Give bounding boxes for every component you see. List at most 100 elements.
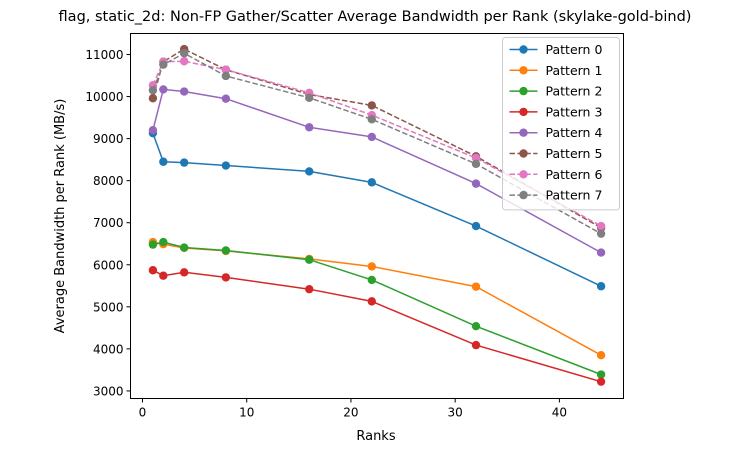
data-point	[596, 350, 606, 360]
data-point	[221, 71, 231, 81]
y-tick-label: 5000	[93, 300, 124, 314]
data-point	[367, 275, 376, 285]
y-tick-label: 8000	[93, 174, 124, 188]
x-tick-label: 30	[448, 406, 463, 420]
legend-item: Pattern 2	[509, 84, 603, 99]
x-tick-label: 40	[552, 406, 567, 420]
legend-item: Pattern 7	[509, 188, 603, 203]
data-point	[596, 282, 606, 291]
legend-swatch-marker	[519, 66, 528, 75]
data-point	[367, 297, 376, 306]
legend-swatch-marker	[519, 45, 528, 54]
data-point	[179, 268, 189, 277]
legend-label: Pattern 0	[546, 42, 603, 57]
data-point	[179, 49, 189, 58]
series-0	[148, 128, 606, 291]
data-point	[221, 94, 231, 103]
data-point	[367, 178, 376, 187]
legend-label: Pattern 7	[546, 188, 603, 203]
legend-item: Pattern 4	[509, 125, 603, 140]
legend-box	[502, 37, 620, 211]
data-point	[305, 123, 314, 132]
legend-label: Pattern 3	[546, 104, 603, 119]
chart-title: flag, static_2d: Non-FP Gather/Scatter A…	[59, 9, 692, 25]
data-point	[596, 370, 606, 379]
data-point	[159, 85, 168, 94]
data-point	[596, 377, 606, 386]
data-point	[159, 60, 168, 69]
data-point	[471, 340, 481, 350]
legend-label: Pattern 2	[546, 84, 603, 99]
y-axis-label: Average Bandwidth per Rank (MB/s)	[53, 99, 68, 334]
legend-label: Pattern 5	[546, 146, 603, 161]
data-point	[159, 237, 168, 247]
legend-swatch-marker	[519, 170, 528, 179]
data-point	[148, 266, 158, 275]
data-point	[471, 179, 481, 188]
legend-item: Pattern 0	[509, 42, 603, 57]
x-axis-label: Ranks	[356, 429, 395, 444]
data-point	[367, 132, 376, 142]
data-point	[367, 115, 376, 124]
y-tick-label: 11000	[85, 48, 123, 62]
data-point	[148, 240, 158, 249]
legend-label: Pattern 6	[546, 167, 603, 182]
y-tick-label: 10000	[85, 90, 123, 104]
x-tick-label: 20	[343, 406, 358, 420]
plot-area	[148, 44, 606, 386]
legend-swatch-marker	[519, 107, 528, 117]
data-point	[596, 229, 606, 238]
data-point	[596, 248, 606, 257]
data-point	[305, 284, 314, 294]
data-point	[179, 57, 189, 66]
data-point	[305, 93, 314, 103]
legend-item: Pattern 5	[509, 146, 603, 161]
data-point	[471, 221, 481, 231]
legend-swatch-marker	[519, 86, 528, 96]
data-point	[179, 158, 189, 167]
series-4	[148, 85, 606, 257]
series-line	[152, 241, 602, 356]
data-point	[471, 321, 481, 331]
x-tick-label: 10	[239, 406, 254, 420]
y-tick-label: 9000	[93, 132, 124, 146]
y-axis: 3000 4000 5000 6000 7000 8000 9000 10000 11000	[85, 48, 131, 398]
legend-swatch-marker	[519, 149, 528, 158]
series-line	[152, 269, 602, 383]
data-point	[221, 273, 231, 282]
series-7	[148, 49, 606, 238]
plot-frame	[130, 33, 624, 399]
y-tick-label: 7000	[93, 216, 124, 230]
legend: Pattern 0 Pattern 1 Pattern 2 Pattern 3 Patt…	[502, 37, 620, 211]
y-tick-label: 6000	[93, 258, 124, 272]
data-point	[221, 161, 231, 170]
y-tick-label: 3000	[93, 384, 124, 398]
data-point	[471, 282, 481, 291]
data-point	[159, 157, 168, 166]
data-point	[148, 126, 158, 135]
legend-label: Pattern 1	[546, 63, 603, 78]
series-3	[148, 266, 606, 386]
data-point	[596, 221, 606, 231]
data-point	[367, 101, 376, 110]
y-tick-label: 4000	[93, 342, 124, 356]
data-point	[221, 246, 231, 255]
data-point	[305, 255, 314, 264]
series-2	[148, 237, 606, 379]
data-point	[179, 243, 189, 252]
data-point	[221, 65, 231, 74]
data-point	[148, 86, 158, 95]
data-point	[471, 159, 481, 169]
data-point	[159, 271, 168, 280]
data-point	[305, 167, 314, 176]
data-point	[179, 87, 189, 96]
data-point	[367, 262, 376, 271]
legend-label: Pattern 4	[546, 125, 603, 140]
legend-item: Pattern 3	[509, 104, 603, 119]
series-line	[152, 241, 602, 376]
legend-item: Pattern 1	[509, 63, 603, 78]
data-point	[471, 153, 481, 163]
data-point	[148, 94, 158, 103]
x-tick-label: 0	[139, 406, 147, 420]
